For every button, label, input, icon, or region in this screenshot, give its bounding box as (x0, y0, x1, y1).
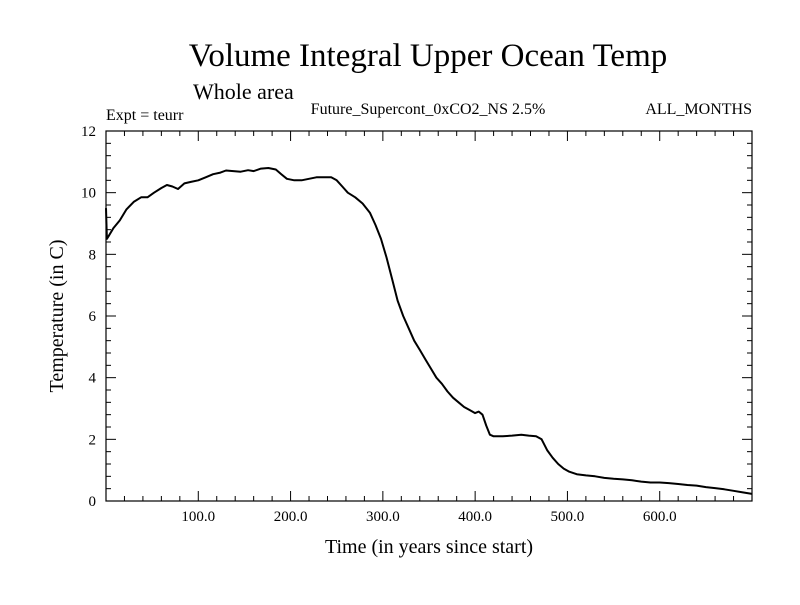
x-axis-label: Time (in years since start) (325, 536, 533, 558)
x-tick-label: 300.0 (366, 509, 400, 525)
chart-title: Volume Integral Upper Ocean Temp (189, 38, 667, 74)
y-tick-label: 4 (89, 371, 97, 387)
axis-ticks (106, 131, 752, 501)
y-tick-label: 2 (89, 432, 97, 448)
chart-subtitle: Whole area (193, 79, 294, 104)
x-tick-label: 200.0 (274, 509, 308, 525)
annotation-center: Future_Supercont_0xCO2_NS 2.5% (311, 101, 546, 118)
y-tick-label: 8 (89, 247, 97, 263)
x-tick-label: 400.0 (458, 509, 492, 525)
y-tick-label: 12 (81, 124, 96, 140)
series-line (105, 167, 753, 495)
y-tick-label: 0 (89, 494, 97, 510)
x-tick-label: 600.0 (643, 509, 677, 525)
annotation-left: Expt = teurr (106, 107, 184, 124)
y-tick-label: 10 (81, 186, 96, 202)
annotation-right: ALL_MONTHS (645, 101, 752, 118)
x-tick-label: 100.0 (181, 509, 215, 525)
y-tick-label: 6 (89, 309, 97, 325)
plot-frame (105, 130, 753, 502)
axis-tick-labels: 100.0 200.0 300.0 400.0 500.0 600.0 0 2 4 6 8 10 12 (81, 124, 677, 525)
y-axis-label: Temperature (in C) (46, 240, 68, 393)
x-tick-label: 500.0 (551, 509, 585, 525)
